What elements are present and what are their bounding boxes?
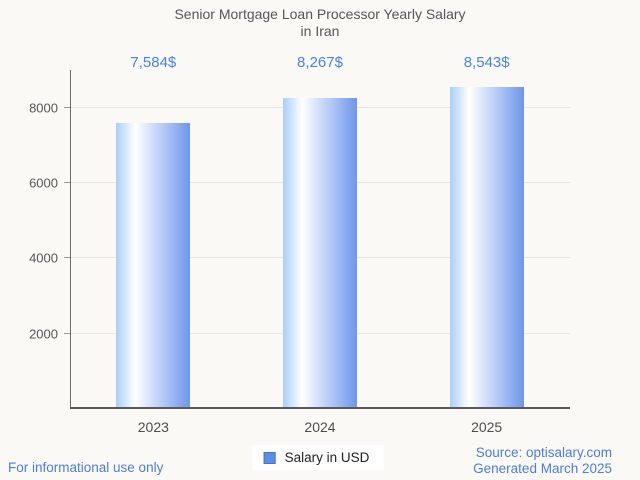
y-tick-label: 2000 [29, 326, 58, 342]
y-tick-label: 8000 [29, 100, 58, 116]
chart-title-line2: in Iran [300, 23, 340, 39]
chart-title: Senior Mortgage Loan Processor Yearly Sa… [0, 6, 640, 40]
x-axis-line [70, 407, 570, 409]
bar-2024 [283, 97, 357, 409]
legend: Salary in USD [252, 445, 384, 470]
x-tick-label-2024: 2024 [304, 419, 336, 435]
y-tick [64, 106, 70, 108]
disclaimer-text: For informational use only [8, 460, 164, 475]
legend-label: Salary in USD [284, 450, 370, 465]
value-label-2025: 8,543$ [463, 54, 510, 71]
legend-swatch-icon [263, 451, 276, 464]
source-text[interactable]: Source: optisalary.com [475, 445, 612, 460]
y-tick-label: 6000 [29, 175, 58, 191]
bar-2023 [116, 123, 191, 409]
bar-2025 [449, 87, 524, 409]
y-tick [64, 182, 70, 183]
y-tick-label: 4000 [29, 250, 58, 266]
plot-area: 2000 4000 6000 8000 7,584$ 2023 8,267$ 2024 8,54… [29, 54, 570, 435]
source-block: Source: optisalary.com Generated March 2… [473, 445, 612, 476]
y-tick [64, 332, 70, 334]
value-label-2024: 8,267$ [297, 54, 343, 71]
y-tick [64, 257, 70, 259]
generated-text: Generated March 2025 [473, 460, 612, 476]
x-tick-label-2025: 2025 [471, 419, 503, 435]
chart-title-line1: Senior Mortgage Loan Processor Yearly Sa… [174, 6, 466, 22]
value-label-2023: 7,584$ [130, 54, 177, 71]
x-tick-label-2023: 2023 [137, 419, 169, 435]
y-axis-line [70, 70, 71, 409]
